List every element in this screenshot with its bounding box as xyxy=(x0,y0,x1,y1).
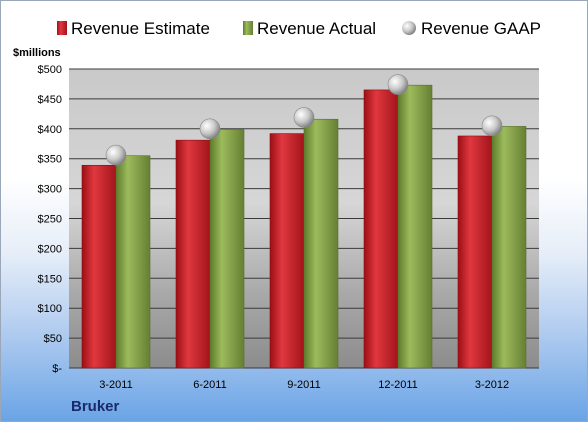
gaap-marker xyxy=(199,118,221,140)
actual-bar xyxy=(491,126,527,369)
x-axis: 3-2011 6-2011 9-2011 12-2011 3-2012 xyxy=(99,379,509,391)
y-tick-label: $500 xyxy=(38,64,62,76)
y-tick-label: $350 xyxy=(38,154,62,166)
y-tick-label: $300 xyxy=(38,184,62,196)
estimate-bar xyxy=(269,133,305,369)
y-tick-label: $50 xyxy=(44,333,62,345)
gaap-marker xyxy=(481,115,503,137)
y-tick-label: $- xyxy=(52,363,62,375)
estimate-bar xyxy=(363,89,399,369)
actual-bar xyxy=(115,155,151,369)
x-tick-label: 3-2011 xyxy=(99,379,132,391)
legend-label-actual: Revenue Actual xyxy=(257,19,376,38)
y-tick-label: $100 xyxy=(38,303,62,315)
y-tick-label: $400 xyxy=(38,124,62,136)
x-tick-label: 12-2011 xyxy=(378,379,418,391)
y-axis-unit-label: $millions xyxy=(13,47,61,59)
actual-bar xyxy=(397,84,433,369)
y-tick-label: $200 xyxy=(38,243,62,255)
x-tick-label: 9-2011 xyxy=(287,379,320,391)
bars xyxy=(81,84,527,369)
legend: Revenue Estimate Revenue Actual Revenue … xyxy=(57,19,541,38)
estimate-bar xyxy=(175,139,211,369)
y-tick-label: $150 xyxy=(38,273,62,285)
legend-label-gaap: Revenue GAAP xyxy=(421,19,541,38)
x-tick-label: 6-2011 xyxy=(193,379,226,391)
actual-bar xyxy=(209,129,245,369)
x-tick-label: 3-2012 xyxy=(475,379,509,391)
y-tick-label: $450 xyxy=(38,94,62,106)
actual-bar xyxy=(303,118,339,369)
estimate-bar xyxy=(81,164,117,369)
gaap-markers xyxy=(105,74,503,166)
legend-swatch-gaap xyxy=(402,21,416,35)
y-axis: $- $50 $100 $150 $200 $250 $300 $350 $400 $450 $50… xyxy=(38,64,63,375)
gaap-marker xyxy=(293,107,315,128)
y-tick-label: $250 xyxy=(38,214,62,226)
gaap-marker xyxy=(105,144,127,166)
company-name: Bruker xyxy=(71,398,120,415)
legend-swatch-estimate xyxy=(57,21,67,35)
legend-swatch-actual xyxy=(243,21,253,35)
gaap-marker xyxy=(387,74,409,95)
estimate-bar xyxy=(457,135,493,369)
legend-label-estimate: Revenue Estimate xyxy=(71,19,210,38)
